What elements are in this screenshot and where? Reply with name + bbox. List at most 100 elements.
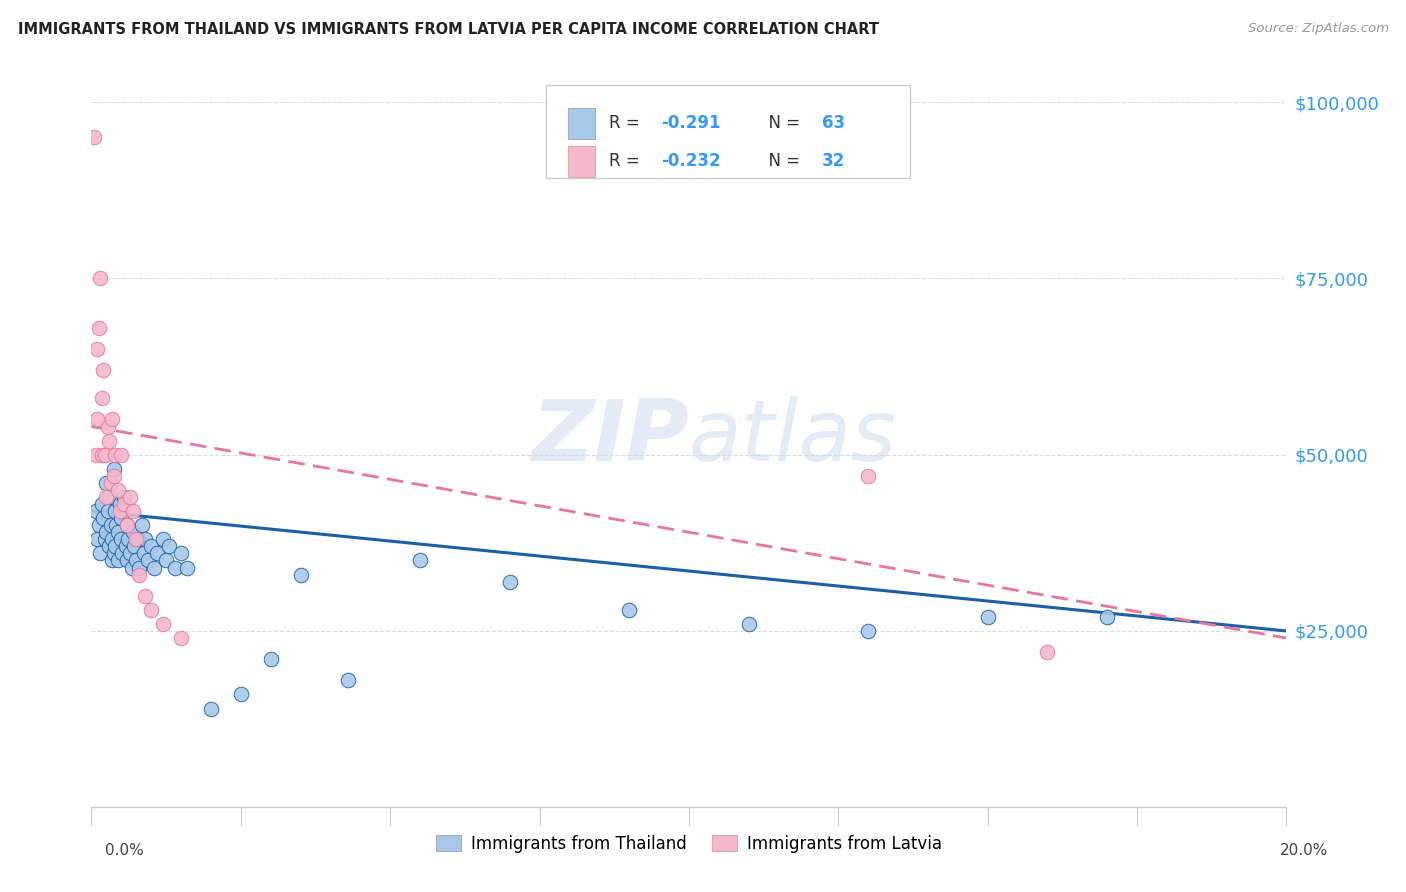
Point bbox=[107, 553, 129, 567]
Point bbox=[152, 616, 174, 631]
Point bbox=[96, 525, 118, 540]
Point bbox=[89, 271, 111, 285]
Point bbox=[111, 546, 134, 560]
Point bbox=[83, 130, 105, 145]
Text: R =: R = bbox=[609, 114, 645, 132]
Point bbox=[93, 448, 115, 462]
Text: 63: 63 bbox=[821, 114, 845, 132]
Point bbox=[110, 448, 132, 462]
Point bbox=[409, 553, 432, 567]
Point bbox=[858, 468, 880, 483]
Point bbox=[619, 603, 641, 617]
Point bbox=[108, 497, 131, 511]
Point bbox=[117, 533, 139, 547]
Point bbox=[97, 419, 120, 434]
Point bbox=[170, 631, 193, 645]
Point bbox=[152, 533, 174, 547]
Point bbox=[737, 616, 759, 631]
Point bbox=[121, 560, 143, 574]
Point bbox=[101, 412, 124, 426]
Point bbox=[91, 448, 114, 462]
Point bbox=[1036, 645, 1059, 659]
Point bbox=[120, 490, 142, 504]
Point bbox=[91, 392, 114, 406]
Point bbox=[858, 624, 880, 638]
Point bbox=[176, 560, 198, 574]
Text: R =: R = bbox=[609, 153, 645, 170]
Point bbox=[141, 540, 163, 554]
Point bbox=[93, 363, 115, 377]
Point bbox=[84, 504, 107, 518]
Point bbox=[112, 497, 135, 511]
Bar bbox=[568, 146, 595, 177]
Point bbox=[143, 560, 166, 574]
Text: IMMIGRANTS FROM THAILAND VS IMMIGRANTS FROM LATVIA PER CAPITA INCOME CORRELATION: IMMIGRANTS FROM THAILAND VS IMMIGRANTS F… bbox=[18, 22, 879, 37]
Point bbox=[170, 546, 193, 560]
Point bbox=[229, 688, 252, 702]
Point bbox=[976, 610, 998, 624]
Text: -0.291: -0.291 bbox=[661, 114, 721, 132]
Point bbox=[1097, 610, 1119, 624]
Text: ZIP: ZIP bbox=[531, 395, 689, 479]
Point bbox=[84, 448, 107, 462]
Point bbox=[98, 434, 121, 448]
Y-axis label: Per Capita Income: Per Capita Income bbox=[0, 367, 7, 508]
Point bbox=[136, 553, 159, 567]
Text: N =: N = bbox=[758, 114, 806, 132]
Point bbox=[86, 342, 108, 356]
Point bbox=[115, 553, 138, 567]
Point bbox=[104, 504, 127, 518]
Point bbox=[134, 589, 156, 603]
Point bbox=[115, 518, 138, 533]
Text: Source: ZipAtlas.com: Source: ZipAtlas.com bbox=[1249, 22, 1389, 36]
Text: 0.0%: 0.0% bbox=[105, 843, 145, 857]
Point bbox=[101, 553, 124, 567]
Point bbox=[93, 511, 115, 525]
Point bbox=[122, 525, 145, 540]
Point bbox=[93, 533, 115, 547]
Point bbox=[127, 533, 149, 547]
Point bbox=[125, 533, 148, 547]
Point bbox=[87, 320, 110, 334]
Point bbox=[101, 533, 124, 547]
Point bbox=[125, 553, 148, 567]
Point bbox=[146, 546, 169, 560]
Point bbox=[97, 504, 120, 518]
FancyBboxPatch shape bbox=[546, 86, 910, 178]
Point bbox=[128, 567, 150, 582]
Point bbox=[110, 533, 132, 547]
Point bbox=[87, 518, 110, 533]
Point bbox=[104, 448, 127, 462]
Point bbox=[107, 525, 129, 540]
Point bbox=[105, 518, 128, 533]
Point bbox=[103, 468, 125, 483]
Point bbox=[290, 567, 312, 582]
Point bbox=[107, 483, 129, 497]
Point bbox=[91, 497, 114, 511]
Point bbox=[112, 490, 135, 504]
Point bbox=[86, 533, 108, 547]
Point bbox=[200, 701, 222, 715]
Point bbox=[163, 560, 186, 574]
Text: 20.0%: 20.0% bbox=[1281, 843, 1329, 857]
Point bbox=[108, 504, 131, 518]
Point bbox=[499, 574, 522, 589]
Point bbox=[122, 504, 145, 518]
Point bbox=[115, 540, 138, 554]
Point bbox=[104, 540, 127, 554]
Legend: Immigrants from Thailand, Immigrants from Latvia: Immigrants from Thailand, Immigrants fro… bbox=[429, 829, 949, 860]
Point bbox=[115, 518, 138, 533]
Text: -0.232: -0.232 bbox=[661, 153, 721, 170]
Point bbox=[98, 490, 121, 504]
Point bbox=[103, 462, 125, 476]
Text: N =: N = bbox=[758, 153, 806, 170]
Point bbox=[103, 546, 125, 560]
Point bbox=[157, 540, 180, 554]
Point bbox=[120, 546, 142, 560]
Text: atlas: atlas bbox=[689, 395, 897, 479]
Point bbox=[124, 540, 146, 554]
Point bbox=[134, 533, 156, 547]
Point bbox=[132, 546, 155, 560]
Point bbox=[155, 553, 177, 567]
Point bbox=[259, 652, 281, 666]
